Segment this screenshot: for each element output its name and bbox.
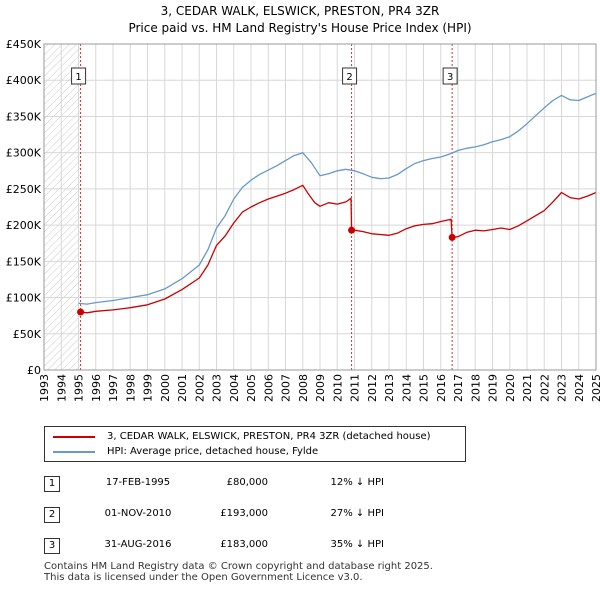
transaction-hpi-diff: 35% ↓ HPI xyxy=(330,539,384,550)
transaction-price: £193,000 xyxy=(220,508,268,519)
x-tick-label: 2001 xyxy=(176,374,189,402)
x-tick-label: 2016 xyxy=(435,374,448,402)
sale-marker-box xyxy=(442,67,458,85)
x-tick-label: 2025 xyxy=(590,374,600,402)
footer-line-2: This data is licensed under the Open Gov… xyxy=(44,572,363,583)
x-tick-label: 2010 xyxy=(331,374,344,402)
sale-point xyxy=(448,233,456,241)
transaction-hpi-diff: 27% ↓ HPI xyxy=(330,508,384,519)
x-tick-label: 1999 xyxy=(142,374,155,402)
legend-swatch-hpi xyxy=(53,451,95,453)
transaction-date: 17-FEB-1995 xyxy=(105,477,171,488)
sale-marker-box xyxy=(71,67,87,85)
sale-marker-label: 2 xyxy=(346,72,352,83)
transaction-row: 2 01-NOV-2010 £193,000 27% ↓ HPI xyxy=(44,505,584,525)
transaction-number: 3 xyxy=(44,538,60,554)
y-tick-label: £350K xyxy=(6,110,42,123)
transaction-row: 1 17-FEB-1995 £80,000 12% ↓ HPI xyxy=(44,474,584,494)
y-tick-label: £50K xyxy=(13,328,42,341)
sale-marker-box xyxy=(342,67,358,85)
x-tick-label: 1994 xyxy=(55,374,68,402)
sale-point xyxy=(77,308,85,316)
y-tick-label: £450K xyxy=(6,38,42,51)
x-tick-label: 2006 xyxy=(262,374,275,402)
x-tick-label: 2008 xyxy=(297,374,310,402)
x-tick-label: 1996 xyxy=(90,374,103,402)
transaction-price: £183,000 xyxy=(220,539,268,550)
x-tick-label: 2018 xyxy=(469,374,482,402)
x-tick-label: 2020 xyxy=(504,374,517,402)
y-tick-label: £200K xyxy=(6,219,42,232)
y-tick-label: £250K xyxy=(6,183,42,196)
x-tick-label: 1997 xyxy=(107,374,120,402)
y-tick-label: £100K xyxy=(6,292,42,305)
transaction-number: 2 xyxy=(44,507,60,523)
x-tick-label: 2013 xyxy=(383,374,396,402)
transaction-hpi-diff: 12% ↓ HPI xyxy=(330,477,384,488)
x-tick-label: 2011 xyxy=(349,374,362,402)
x-tick-label: 2003 xyxy=(211,374,224,402)
x-tick-label: 2015 xyxy=(418,374,431,402)
transaction-date: 01-NOV-2010 xyxy=(104,508,172,519)
x-tick-label: 1993 xyxy=(38,374,51,402)
sale-marker-label: 3 xyxy=(447,72,453,83)
x-tick-label: 1998 xyxy=(124,374,137,402)
transaction-price: £80,000 xyxy=(226,477,268,488)
legend-label-property: 3, CEDAR WALK, ELSWICK, PRESTON, PR4 3ZR… xyxy=(107,431,431,442)
transaction-row: 3 31-AUG-2016 £183,000 35% ↓ HPI xyxy=(44,536,584,556)
x-tick-label: 2023 xyxy=(556,374,569,402)
x-tick-label: 2022 xyxy=(538,374,551,402)
x-tick-label: 2021 xyxy=(521,374,534,402)
price-chart: £0 £50K £100K £150K £200K £250K £300K £350K £400… xyxy=(6,38,600,402)
x-tick-label: 1995 xyxy=(73,374,86,402)
x-tick-label: 2019 xyxy=(487,374,500,402)
plot-border xyxy=(43,43,597,371)
legend-swatch-property xyxy=(53,436,95,438)
x-tick-label: 2007 xyxy=(280,374,293,402)
y-tick-label: £400K xyxy=(6,74,42,87)
y-tick-label: £150K xyxy=(6,255,42,268)
x-tick-label: 2000 xyxy=(159,374,172,402)
pre-data-hatch-region xyxy=(44,44,81,370)
footer-attribution: Contains HM Land Registry data © Crown c… xyxy=(44,561,433,583)
legend-label-hpi: HPI: Average price, detached house, Fyld… xyxy=(107,446,319,457)
x-tick-label: 2012 xyxy=(366,374,379,402)
chart-title-line1: 3, CEDAR WALK, ELSWICK, PRESTON, PR4 3ZR xyxy=(160,4,440,18)
transaction-date: 31-AUG-2016 xyxy=(104,539,172,550)
x-tick-label: 2002 xyxy=(193,374,206,402)
x-tick-label: 2017 xyxy=(452,374,465,402)
sale-point xyxy=(348,226,356,234)
sale-marker-label: 1 xyxy=(75,72,81,83)
x-tick-label: 2009 xyxy=(314,374,327,402)
x-tick-label: 2005 xyxy=(245,374,258,402)
x-tick-label: 2024 xyxy=(573,374,586,402)
y-tick-label: £0 xyxy=(27,364,41,377)
chart-legend: 3, CEDAR WALK, ELSWICK, PRESTON, PR4 3ZR… xyxy=(44,426,466,462)
x-tick-label: 2004 xyxy=(228,374,241,402)
footer-line-1: Contains HM Land Registry data © Crown c… xyxy=(44,561,433,572)
hpi-series-line xyxy=(78,92,597,305)
y-tick-label: £300K xyxy=(6,147,42,160)
chart-title-line2: Price paid vs. HM Land Registry's House … xyxy=(128,21,472,35)
transaction-number: 1 xyxy=(44,476,60,492)
x-tick-label: 2014 xyxy=(400,374,413,402)
